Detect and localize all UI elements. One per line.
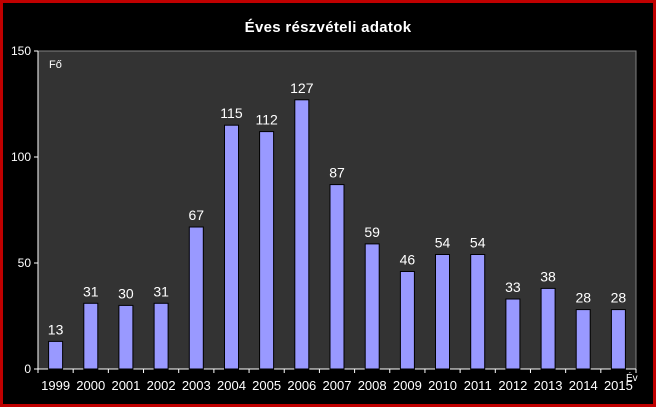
bar-2009 (399, 271, 415, 370)
value-labels: 13 31 30 31 67 115 112 127 87 59 46 54 54 33 38 28 28 (48, 80, 627, 338)
y-tick-label: 150 (11, 44, 31, 58)
bar-2015 (610, 309, 626, 370)
x-tick-label-2001: 2001 (111, 378, 140, 393)
x-tick-label-1999: 1999 (41, 378, 70, 393)
bar-2011 (470, 254, 486, 370)
bar-2006 (294, 99, 310, 370)
value-label-2011: 54 (470, 235, 486, 251)
y-tick-label: 50 (18, 256, 32, 270)
x-tick-label-2008: 2008 (358, 378, 387, 393)
bar-2014 (575, 309, 591, 370)
value-label-2003: 67 (189, 207, 205, 223)
x-tick-label-2004: 2004 (217, 378, 246, 393)
x-tick-label-2007: 2007 (323, 378, 352, 393)
y-axis: 0 50 100 150 (11, 44, 39, 376)
bar-2001 (118, 304, 134, 370)
x-tick-label-2005: 2005 (252, 378, 281, 393)
value-label-2010: 54 (435, 235, 451, 251)
bar-2004 (224, 124, 239, 370)
x-tick-label-2015: 2015 (604, 378, 633, 393)
value-label-2009: 46 (400, 251, 416, 267)
value-label-2002: 31 (153, 283, 169, 299)
value-label-2005: 112 (255, 112, 278, 128)
bars (48, 99, 626, 370)
bar-2005 (259, 131, 275, 370)
value-label-2004: 115 (220, 105, 243, 121)
bar-2003 (188, 226, 204, 370)
bar-2008 (364, 243, 380, 370)
y-axis-label: Fő (49, 59, 62, 71)
x-tick-label-2014: 2014 (569, 378, 598, 393)
bar-1999 (48, 340, 64, 370)
x-tick-label-2000: 2000 (76, 378, 105, 393)
value-label-2012: 33 (505, 279, 521, 295)
value-label-2013: 38 (540, 268, 556, 284)
bar-2013 (540, 287, 556, 370)
x-tick-label-2011: 2011 (464, 378, 492, 393)
x-tick-label-2009: 2009 (393, 378, 422, 393)
x-axis: 1999 2000 2001 2002 2003 2004 2005 2006 2007 2008… (37, 368, 637, 393)
x-tick-label-2003: 2003 (182, 378, 211, 393)
bar-2002 (153, 302, 169, 370)
x-tick-label-2013: 2013 (534, 378, 563, 393)
x-tick-label-2010: 2010 (428, 378, 457, 393)
value-label-1999: 13 (48, 321, 64, 337)
value-label-2007: 87 (329, 165, 345, 181)
y-tick-label: 0 (24, 362, 31, 376)
bar-2012 (505, 298, 521, 370)
value-label-2015: 28 (611, 290, 627, 306)
x-tick-label-2002: 2002 (147, 378, 176, 393)
x-tick-label-2006: 2006 (287, 378, 316, 393)
value-label-2001: 30 (118, 285, 134, 301)
x-tick-label-2012: 2012 (498, 378, 527, 393)
y-tick-label: 100 (11, 150, 31, 164)
value-label-2000: 31 (83, 283, 99, 299)
chart-title: Éves részvételi adatok (244, 19, 412, 36)
bar-2010 (435, 254, 450, 370)
bar-2000 (83, 302, 99, 370)
value-label-2014: 28 (575, 290, 591, 306)
value-label-2006: 127 (290, 80, 314, 96)
bar-2007 (329, 184, 345, 370)
x-axis-label: Év (626, 371, 638, 384)
value-label-2008: 59 (364, 224, 380, 240)
